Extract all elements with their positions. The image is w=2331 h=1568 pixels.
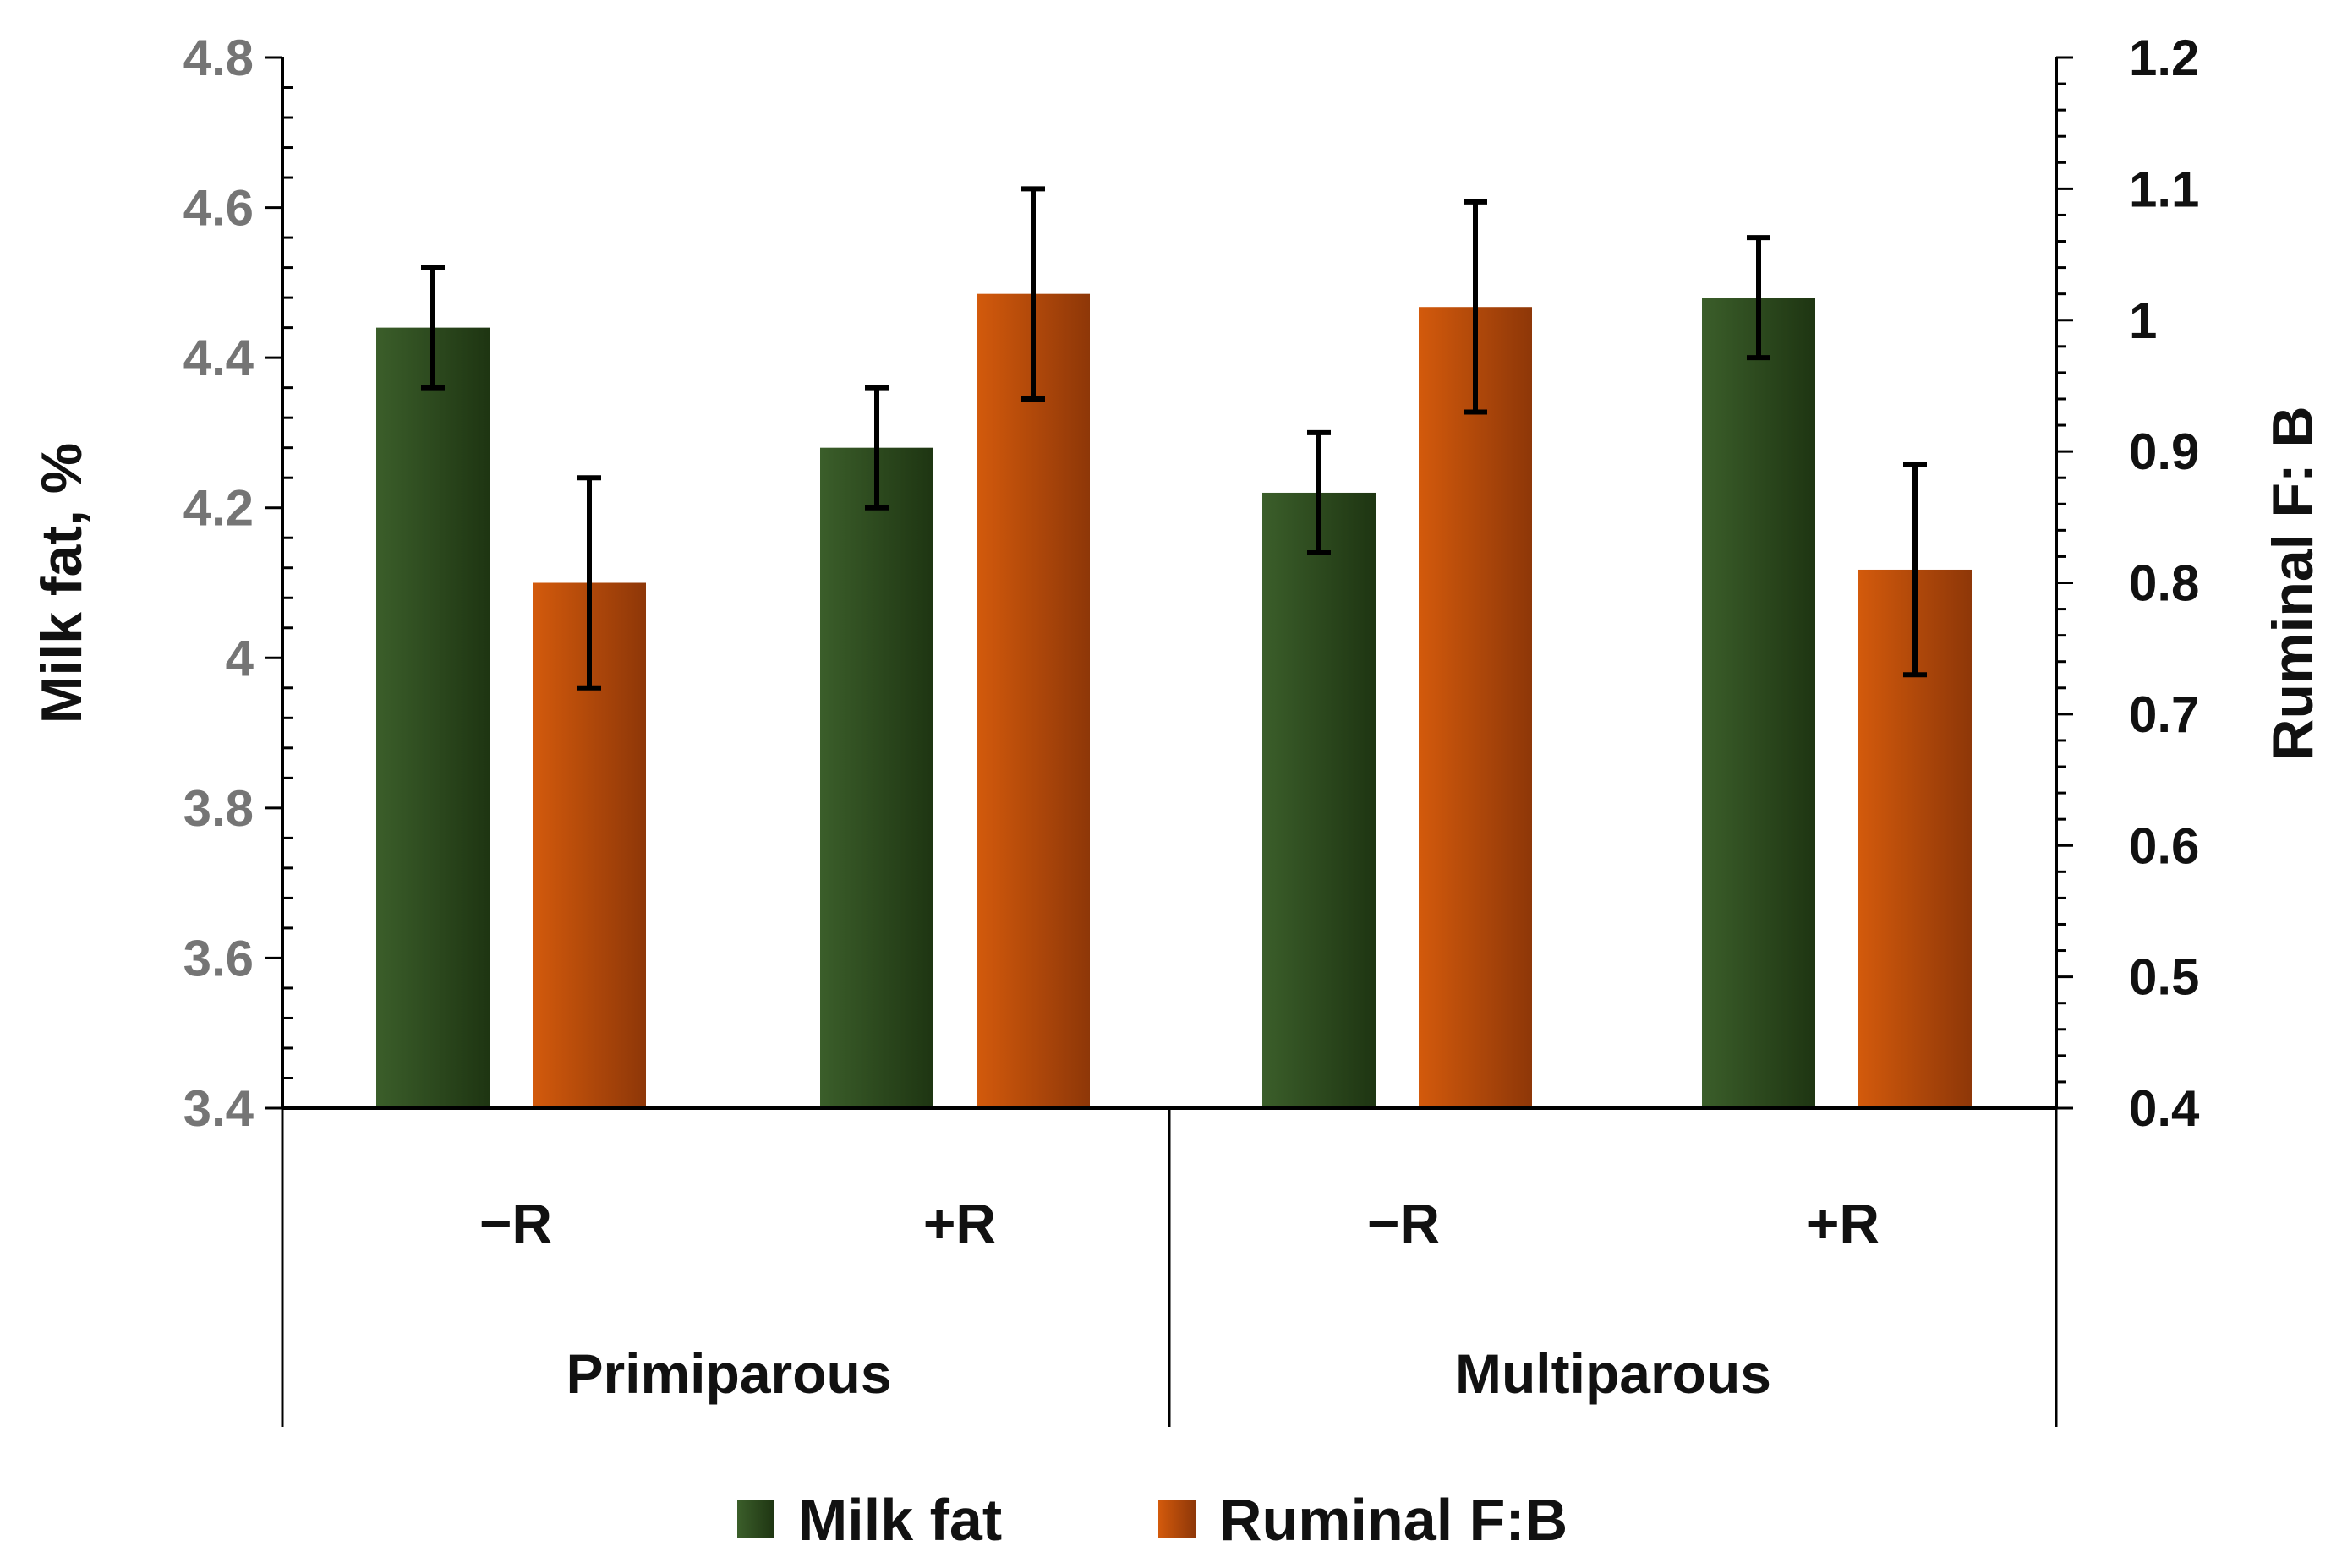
left-tick-label: 3.6 [183, 930, 254, 986]
right-tick-label: 0.8 [2129, 555, 2199, 612]
legend-swatch-milk-fat [737, 1500, 774, 1538]
right-tick-label: 0.4 [2129, 1080, 2200, 1137]
right-tick-label: 1.2 [2129, 30, 2199, 86]
category-label: −R [1367, 1192, 1440, 1254]
left-tick-label: 4.8 [183, 30, 254, 86]
right-tick-label: 0.6 [2129, 817, 2199, 874]
milk-fat-bar [1702, 298, 1815, 1109]
left-tick-label: 3.4 [183, 1080, 254, 1137]
bars [376, 293, 1972, 1109]
ticks [265, 56, 2073, 1110]
group-label-multiparous: Multiparous [1455, 1342, 1771, 1405]
category-labels: −R +R −R +R Primiparous Multiparous [479, 1192, 1880, 1405]
legend-label-milk-fat: Milk fat [798, 1487, 1002, 1553]
ruminal-fb-bar [977, 293, 1090, 1108]
milk-fat-bar [1262, 492, 1376, 1108]
left-tick-label: 4 [226, 630, 254, 686]
category-label: +R [923, 1192, 996, 1254]
category-label: +R [1807, 1192, 1880, 1254]
tick-labels: 3.4 3.6 3.8 4 4.2 4.4 4.6 4.8 0.4 0.5 0.6 0.7 0.8 0.9… [183, 30, 2200, 1137]
left-tick-label: 4.2 [183, 480, 254, 537]
left-tick-label: 3.8 [183, 780, 254, 837]
right-tick-label: 1 [2129, 292, 2157, 349]
left-tick-label: 4.6 [183, 180, 254, 237]
right-tick-label: 0.7 [2129, 686, 2199, 743]
right-tick-label: 0.9 [2129, 423, 2199, 480]
left-tick-label: 4.4 [183, 330, 254, 386]
milk-fat-bar [820, 447, 933, 1108]
group-label-primiparous: Primiparous [566, 1342, 891, 1405]
legend: Milk fat Ruminal F:B [737, 1487, 1568, 1553]
legend-swatch-ruminal-fb [1158, 1500, 1196, 1538]
y2-axis-title: Ruminal F: B [2261, 406, 2325, 760]
right-tick-label: 1.1 [2129, 161, 2199, 217]
ruminal-fb-bar [1419, 307, 1532, 1108]
legend-label-ruminal-fb: Ruminal F:B [1219, 1487, 1568, 1553]
milk-fat-bar [376, 327, 490, 1109]
y-axis-title: Milk fat, % [30, 443, 94, 724]
category-label: −R [479, 1192, 552, 1254]
error-bars [421, 186, 1927, 691]
right-tick-label: 0.5 [2129, 949, 2199, 1006]
